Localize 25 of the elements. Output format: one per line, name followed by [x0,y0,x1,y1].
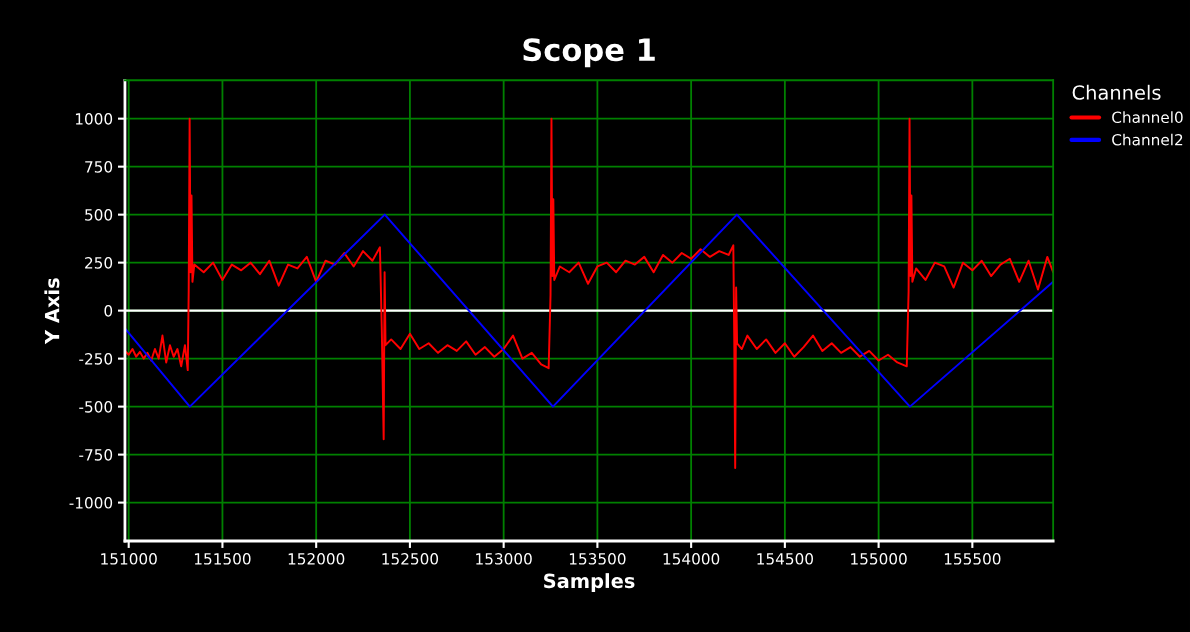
y-tick-label: 750 [85,161,113,173]
x-tick-label: 155500 [944,553,1001,565]
x-tick-label: 151000 [101,553,157,565]
legend-title: Channels [1072,84,1161,100]
x-tick-label: 152000 [288,553,345,565]
y-tick-label: 250 [85,257,113,269]
x-tick-label: 153500 [569,553,626,565]
x-tick-label: 154500 [757,553,814,565]
y-tick-label: -750 [79,449,113,461]
x-axis-title: Samples [544,573,635,592]
x-tick-label: 152500 [382,553,439,565]
legend-label: Channel2 [1112,133,1183,146]
x-tick-label: 151500 [194,553,251,565]
chart-title: Scope 1 [523,38,655,68]
x-tick-label: 153000 [476,553,532,565]
x-tick-label: 154000 [663,553,720,565]
y-tick-label: -1000 [69,497,113,509]
y-tick-label: -500 [79,401,113,413]
y-tick-label: 1000 [75,113,113,125]
y-tick-label: 500 [85,209,113,221]
y-tick-label: 0 [104,305,113,317]
x-tick-label: 155000 [851,553,907,565]
y-axis-title: Y Axis [44,278,60,345]
legend-label: Channel0 [1112,111,1183,124]
y-tick-label: -250 [79,353,113,365]
